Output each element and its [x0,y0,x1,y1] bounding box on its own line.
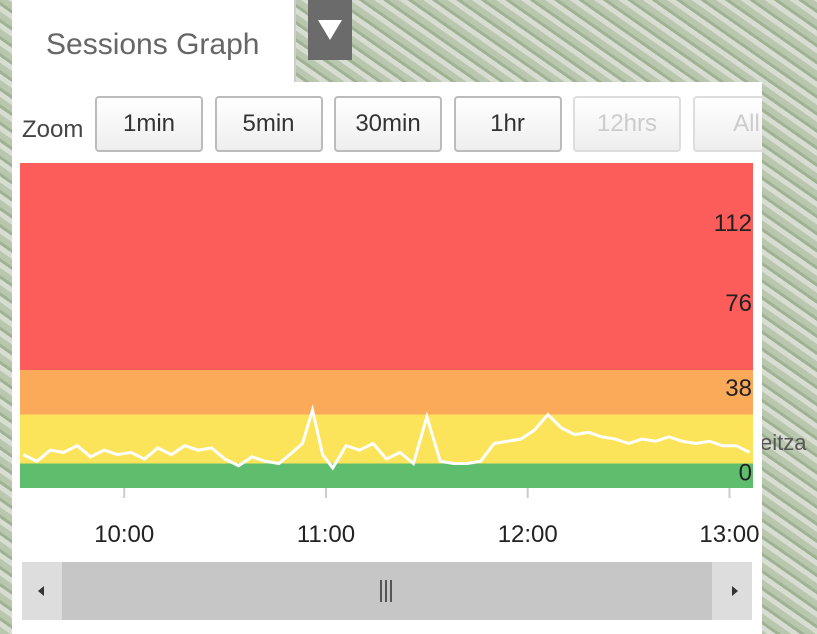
y-tick-label: 38 [725,375,752,402]
chart: 0 38 76 112 10:00 11:00 12:00 13:00 [0,0,817,634]
screen: Sessions Graph eitza Zoom 1min5min30min1… [0,0,817,634]
band [20,163,753,370]
x-tick-label: 10:00 [94,521,154,548]
y-tick-label: 76 [725,290,752,317]
y-tick-label: 112 [714,210,752,237]
band [20,464,753,488]
x-tick-label: 13:00 [699,521,759,548]
band [20,370,753,415]
y-tick-label: 0 [739,459,752,486]
x-tick-label: 12:00 [498,521,558,548]
x-tick-label: 11:00 [297,521,355,548]
